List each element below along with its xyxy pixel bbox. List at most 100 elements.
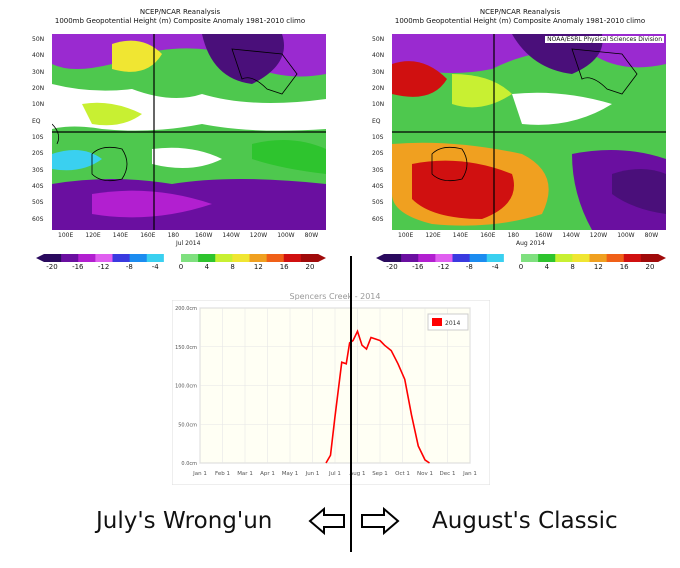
colorbar-min-arrow xyxy=(376,254,384,262)
colorbar-swatch xyxy=(606,254,625,262)
july-map-title-line1: NCEP/NCAR Reanalysis xyxy=(139,8,221,16)
lon-label: 80W xyxy=(644,232,659,239)
lat-label: 20N xyxy=(372,85,385,92)
lat-label: EQ xyxy=(32,117,41,125)
colorbar-swatch xyxy=(163,254,182,262)
lat-label: 50N xyxy=(372,36,385,43)
colorbar-swatch xyxy=(44,254,62,262)
colorbar-swatch xyxy=(623,254,642,262)
colorbar-min-arrow xyxy=(36,254,44,262)
colorbar-tick: -4 xyxy=(151,263,159,271)
colorbar-tick: -4 xyxy=(491,263,499,271)
lat-label: 30N xyxy=(32,68,45,76)
august-anomaly-map: NCEP/NCAR Reanalysis 1000mb Geopotential… xyxy=(340,0,680,270)
lon-label: 140W xyxy=(562,232,580,239)
august-caption: August's Classic xyxy=(432,508,618,534)
colorbar-swatch xyxy=(555,254,573,262)
lat-label: 60S xyxy=(32,215,44,223)
colorbar-swatch xyxy=(521,254,539,262)
colorbar-tick: -20 xyxy=(46,263,58,271)
y-tick-label: 200.0cm xyxy=(175,306,197,312)
colorbar-swatch xyxy=(538,254,556,262)
x-tick-label: Jun 1 xyxy=(305,471,320,477)
lat-label: 40N xyxy=(372,52,385,60)
lat-label: 20S xyxy=(372,150,384,158)
august-map-title: NCEP/NCAR Reanalysis 1000mb Geopotential… xyxy=(370,8,670,26)
july-month-label: Jul 2014 xyxy=(176,240,201,247)
colorbar-tick: -8 xyxy=(125,263,133,271)
colorbar-tick: -20 xyxy=(386,263,398,271)
august-map-title-line2: 1000mb Geopotential Height (m) Composite… xyxy=(394,17,646,25)
lon-label: 140W xyxy=(222,232,240,239)
lon-label: 180 xyxy=(167,232,180,239)
colorbar-tick: 20 xyxy=(645,263,655,271)
colorbar-tick: -16 xyxy=(72,263,84,271)
lon-label: 120W xyxy=(589,232,608,239)
colorbar-swatch xyxy=(486,254,505,262)
y-tick-label: 0.0cm xyxy=(181,461,197,467)
x-tick-label: Jan 1 xyxy=(192,471,207,477)
colorbar-tick: 4 xyxy=(544,263,550,271)
colorbar-swatch xyxy=(283,254,302,262)
lon-label: 100W xyxy=(617,232,635,239)
lon-label: 100E xyxy=(58,232,74,239)
right-arrow-icon xyxy=(361,506,400,536)
colorbar-swatch xyxy=(61,254,79,262)
colorbar-max-arrow xyxy=(658,254,666,262)
lon-label: 100E xyxy=(398,232,414,239)
colorbar-tick: -16 xyxy=(412,263,424,271)
x-tick-label: Jan 1 xyxy=(462,471,477,477)
lon-label: 100W xyxy=(277,232,295,239)
legend-label: 2014 xyxy=(445,320,460,327)
lat-label: 30N xyxy=(372,68,385,76)
lat-label: 60S xyxy=(372,215,384,223)
x-tick-label: Aug 1 xyxy=(350,471,366,477)
x-tick-label: Jul 1 xyxy=(328,471,341,477)
x-tick-label: Oct 1 xyxy=(395,471,410,477)
lon-label: 120E xyxy=(425,232,441,239)
colorbar-swatch xyxy=(572,254,590,262)
colorbar-swatch xyxy=(469,254,488,262)
july-map-title-line2: 1000mb Geopotential Height (m) Composite… xyxy=(54,17,306,25)
colorbar-tick: 0 xyxy=(178,263,184,271)
legend-swatch xyxy=(432,318,442,326)
chart-title: Spencers Creek - 2014 xyxy=(289,292,381,301)
colorbar-swatch xyxy=(129,254,148,262)
colorbar-swatch xyxy=(78,254,96,262)
lat-label: 40N xyxy=(32,52,45,60)
colorbar-swatch xyxy=(401,254,419,262)
x-tick-label: Sep 1 xyxy=(372,471,388,477)
colorbar-swatch xyxy=(589,254,608,262)
august-map-field xyxy=(392,34,666,230)
colorbar-swatch xyxy=(146,254,165,262)
colorbar-max-arrow xyxy=(318,254,326,262)
colorbar-swatch xyxy=(418,254,436,262)
lat-label: 30S xyxy=(32,166,44,174)
lon-label: 140E xyxy=(452,232,469,239)
lat-label: EQ xyxy=(372,117,381,125)
july-map-field xyxy=(52,34,326,230)
colorbar-tick: -12 xyxy=(97,263,110,271)
lon-label: 140E xyxy=(112,232,129,239)
lat-label: 40S xyxy=(32,183,44,190)
lat-label: 10S xyxy=(372,134,384,141)
lon-label: 160E xyxy=(140,232,156,239)
august-month-label: Aug 2014 xyxy=(516,240,545,247)
spencers-creek-chart: Jan 1 Feb 1 Mar 1 Apr 1 May 1 Jun 1 Jul 1 Aug 1… xyxy=(172,300,490,485)
divider-line xyxy=(350,256,352,552)
july-anomaly-map: NCEP/NCAR Reanalysis 1000mb Geopotential… xyxy=(0,0,340,270)
lat-label: 10N xyxy=(32,101,45,109)
colorbar-swatch xyxy=(503,254,522,262)
lon-label: 120W xyxy=(249,232,268,239)
colorbar-swatch xyxy=(215,254,233,262)
colorbar-swatch xyxy=(452,254,471,262)
y-tick-label: 50.0cm xyxy=(178,422,197,428)
colorbar-tick: 12 xyxy=(593,263,603,271)
colorbar-tick: 0 xyxy=(518,263,524,271)
x-tick-label: Mar 1 xyxy=(237,471,253,477)
colorbar-swatch xyxy=(266,254,285,262)
july-map-title: NCEP/NCAR Reanalysis 1000mb Geopotential… xyxy=(30,8,330,26)
lat-label: 20S xyxy=(32,150,44,158)
colorbar-tick: 16 xyxy=(619,263,629,271)
colorbar-tick: 8 xyxy=(230,263,235,271)
